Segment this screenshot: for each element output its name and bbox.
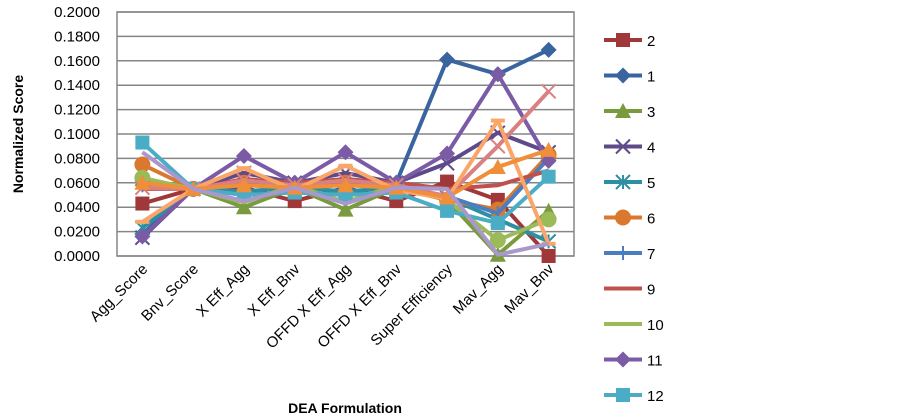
y-tick-label: 0.0400 — [54, 199, 100, 216]
legend-marker — [615, 67, 631, 84]
data-point — [489, 158, 506, 174]
data-point — [134, 156, 151, 173]
legend: 2 1 3 4 5 6 7 9 10 11 12 — [604, 33, 664, 405]
data-point — [490, 216, 505, 231]
x-tick-label: X Eff_Agg — [193, 261, 253, 321]
legend-label: 1 — [647, 69, 655, 86]
data-point — [235, 147, 252, 164]
series-11 — [134, 66, 557, 245]
legend-label: 6 — [647, 211, 655, 228]
legend-label: 12 — [647, 388, 664, 405]
y-tick-label: 0.1800 — [54, 28, 100, 45]
data-point — [439, 155, 455, 171]
data-point — [337, 144, 354, 161]
x-tick-label: Mav_Agg — [450, 261, 507, 318]
data-point — [235, 199, 252, 215]
x-tick-label: Mav_Bnv — [501, 260, 558, 317]
legend-label: 4 — [647, 140, 655, 157]
legend-label: 3 — [647, 104, 655, 121]
legend-item-7: 7 — [604, 246, 655, 263]
y-tick-label: 0.1200 — [54, 102, 100, 119]
legend-label: 2 — [647, 33, 655, 50]
legend-item-9: 9 — [604, 282, 655, 299]
data-point — [439, 51, 456, 68]
data-point — [540, 141, 557, 157]
y-tick-label: 0.0800 — [54, 150, 100, 167]
data-point — [540, 211, 557, 228]
legend-item-11: 11 — [604, 351, 663, 370]
x-axis-title: DEA Formulation — [288, 400, 402, 416]
y-tick-label: 0.0600 — [54, 175, 100, 192]
data-point — [135, 135, 150, 150]
legend-marker — [616, 388, 630, 402]
legend-marker — [616, 33, 630, 47]
legend-item-12: 12 — [604, 388, 664, 405]
y-tick-label: 0.1400 — [54, 77, 100, 94]
plot-area — [116, 11, 575, 257]
legend-marker — [615, 209, 631, 226]
series-unlabeled-13 — [134, 141, 557, 205]
legend-label: 11 — [647, 353, 663, 370]
legend-label: 10 — [647, 317, 664, 334]
legend-label: 5 — [647, 175, 655, 192]
legend-item-4: 4 — [604, 138, 655, 157]
data-point — [439, 189, 456, 205]
legend-item-1: 1 — [604, 67, 655, 86]
data-point — [439, 145, 456, 162]
legend-item-5: 5 — [604, 174, 655, 192]
data-point — [440, 203, 455, 218]
data-point — [489, 232, 506, 249]
legend-label: 7 — [647, 246, 655, 263]
legend-item-10: 10 — [604, 317, 664, 334]
y-axis-title: Normalized Score — [10, 75, 26, 193]
data-point — [489, 66, 506, 83]
y-tick-label: 0.1600 — [54, 53, 100, 70]
y-tick-label: 0.0200 — [54, 224, 100, 241]
series-unlabeled-14 — [141, 150, 550, 257]
data-point — [235, 177, 252, 193]
data-point — [540, 83, 557, 100]
data-point — [134, 228, 151, 245]
data-point — [337, 201, 354, 217]
data-point — [440, 174, 455, 189]
data-point — [490, 138, 506, 154]
legend-label: 9 — [647, 282, 655, 299]
series-layer — [134, 41, 557, 263]
data-point — [541, 249, 556, 263]
data-point — [540, 41, 557, 58]
legend-item-2: 2 — [604, 33, 655, 50]
legend-item-3: 3 — [604, 103, 655, 121]
legend-item-6: 6 — [604, 209, 655, 228]
y-tick-label: 0.1000 — [54, 126, 100, 143]
data-point — [541, 169, 556, 184]
y-tick-label: 0.0000 — [54, 248, 100, 265]
data-point — [337, 177, 354, 193]
legend-marker — [615, 103, 631, 118]
data-point — [134, 174, 151, 190]
legend-marker — [615, 174, 631, 190]
y-axis-ticks: 0.0000 0.0200 0.0400 0.0600 0.0800 0.1000 0.12… — [54, 4, 100, 265]
y-tick-label: 0.2000 — [54, 4, 100, 21]
legend-marker — [615, 351, 631, 368]
data-point — [135, 196, 150, 211]
legend-marker — [615, 138, 631, 155]
